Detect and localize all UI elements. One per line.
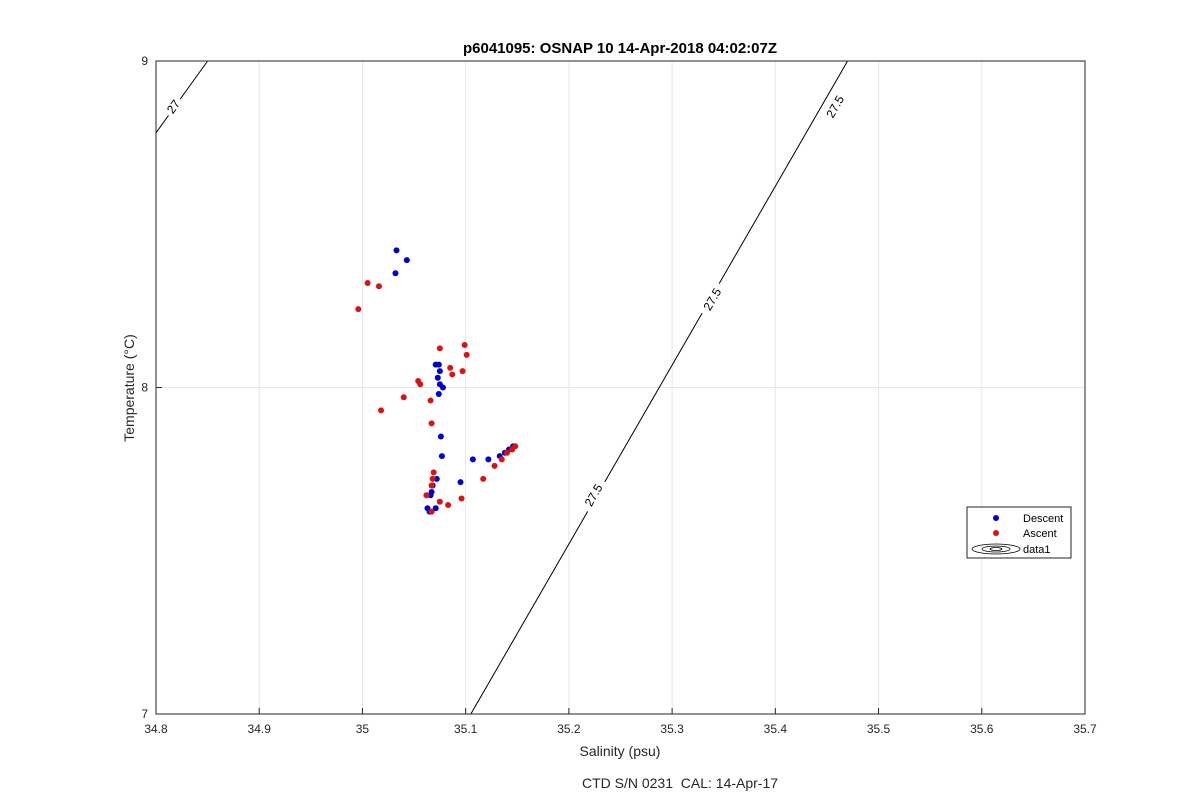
point-descent (485, 456, 492, 463)
chart-title: p6041095: OSNAP 10 14-Apr-2018 04:02:07Z (463, 40, 777, 57)
x-tick-label: 35.1 (454, 722, 478, 736)
point-ascent (445, 502, 452, 509)
legend: Descent Ascent data1 (966, 506, 1072, 559)
footer-caption: CTD S/N 0231 CAL: 14-Apr-17 (582, 775, 778, 791)
point-ascent (480, 475, 487, 482)
point-descent (437, 433, 444, 440)
point-ascent (436, 498, 443, 505)
point-descent (434, 374, 441, 381)
contour-label-bg (578, 476, 608, 513)
x-tick-label: 35.6 (970, 722, 994, 736)
point-descent (435, 391, 442, 398)
point-ascent (491, 462, 498, 469)
point-ascent (461, 342, 468, 349)
x-tick-label: 34.9 (248, 722, 272, 736)
point-ascent (400, 394, 407, 401)
point-descent (439, 384, 446, 391)
y-tick-label: 7 (141, 707, 148, 721)
point-descent (424, 505, 431, 512)
y-tick-label: 8 (141, 381, 148, 395)
point-descent (438, 453, 445, 460)
point-descent (403, 257, 410, 264)
x-axis-ticks: 34.8 34.9 35 35.1 35.2 35.3 35.4 35.5 35.6 35.7 (144, 708, 1097, 736)
legend-box (966, 506, 1072, 559)
point-descent (457, 479, 464, 486)
x-tick-label: 35 (356, 722, 370, 736)
legend-label-data1: data1 (1023, 544, 1051, 556)
contour-label-bg (696, 280, 727, 318)
x-tick-label: 35.3 (660, 722, 684, 736)
point-ascent (355, 306, 362, 313)
legend-label-descent: Descent (1023, 513, 1063, 525)
x-tick-label: 35.4 (764, 722, 788, 736)
point-ascent (364, 280, 371, 287)
y-axis-ticks: 7 8 9 (141, 54, 162, 721)
point-ascent (436, 345, 443, 352)
y-axis-label: Temperature (°C) (121, 334, 137, 442)
point-ascent (428, 508, 435, 515)
point-descent (433, 475, 440, 482)
point-descent (393, 247, 400, 254)
y-tick-label: 9 (141, 54, 148, 68)
contour-line-27 (155, 60, 209, 134)
point-descent (392, 270, 399, 277)
point-ascent (503, 449, 510, 456)
data-points (355, 247, 519, 515)
point-descent (436, 368, 443, 375)
point-ascent (428, 482, 435, 489)
point-descent (469, 456, 476, 463)
point-ascent (427, 397, 434, 404)
point-ascent (417, 381, 424, 388)
x-tick-label: 34.8 (144, 722, 168, 736)
x-tick-label: 35.2 (557, 722, 581, 736)
point-ascent (459, 368, 466, 375)
point-ascent (429, 475, 436, 482)
point-ascent (449, 371, 456, 378)
legend-marker-ascent (993, 530, 999, 536)
contour-label-27: 27 (161, 93, 185, 119)
point-ascent (378, 407, 385, 414)
point-descent (432, 505, 439, 512)
legend-marker-descent (993, 515, 999, 521)
point-ascent (458, 495, 465, 502)
x-tick-label: 35.7 (1073, 722, 1097, 736)
point-ascent (430, 469, 437, 476)
point-descent (435, 361, 442, 368)
point-ascent (498, 456, 505, 463)
point-ascent (428, 420, 435, 427)
x-tick-label: 35.5 (867, 722, 891, 736)
legend-label-ascent: Ascent (1023, 528, 1057, 540)
point-ascent (423, 492, 430, 499)
point-ascent (463, 351, 470, 358)
contour-label-bg (161, 93, 185, 119)
point-ascent (375, 283, 382, 290)
point-ascent (512, 443, 519, 450)
point-descent (427, 492, 434, 499)
legend-contour-icon (971, 543, 1021, 555)
contour-line-27.5 (470, 60, 849, 715)
point-ascent (447, 364, 454, 371)
contour-label-bg (819, 87, 849, 125)
x-axis-label: Salinity (psu) (580, 743, 661, 759)
